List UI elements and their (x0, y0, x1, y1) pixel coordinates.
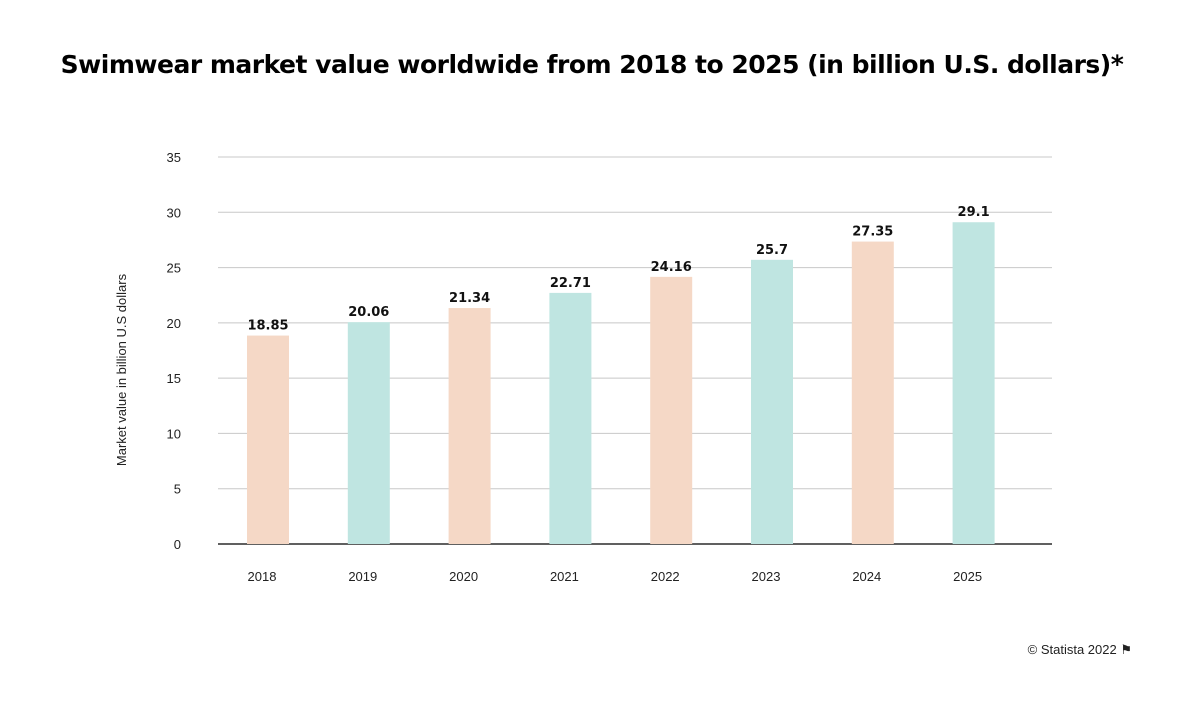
bar-2021 (549, 292, 592, 544)
chart-title: Swimwear market value worldwide from 201… (60, 50, 1124, 79)
grid (218, 156, 1052, 545)
bar-2023 (751, 259, 793, 544)
y-tick-label: 5 (174, 482, 181, 497)
x-tick-label: 2024 (852, 569, 881, 584)
data-label: 22.71 (550, 276, 591, 291)
bar-2025 (952, 222, 995, 545)
y-tick-label: 15 (167, 371, 181, 386)
y-tick-label: 30 (167, 205, 181, 220)
x-tick-label: 2023 (752, 569, 781, 584)
data-label: 24.16 (651, 260, 692, 275)
copyright-text: © Statista 2022 (1027, 642, 1117, 657)
footer: © Statista 2022 ⚑ (1028, 642, 1132, 658)
x-tick-label: 2018 (248, 569, 277, 584)
x-tick-label: 2019 (348, 569, 377, 584)
data-label: 25.7 (756, 243, 788, 258)
y-tick-label: 25 (167, 261, 181, 276)
y-tick-label: 35 (167, 150, 181, 165)
data-label: 27.35 (852, 225, 893, 240)
y-tick-label: 0 (174, 537, 181, 552)
data-label: 29.1 (958, 205, 990, 220)
y-tick-label: 20 (167, 316, 181, 331)
bar-2019 (347, 322, 390, 544)
x-tick-label: 2020 (449, 569, 478, 584)
data-label: 18.85 (247, 319, 288, 334)
y-tick-label: 10 (167, 426, 181, 441)
bar-2020 (448, 308, 491, 544)
x-tick-label: 2022 (651, 569, 680, 584)
bars (247, 222, 995, 545)
y-axis-label: Market value in billion U.S dollars (114, 273, 129, 466)
labels: 0510152025303518.85201820.06201921.34202… (167, 150, 990, 584)
bar-2022 (650, 276, 693, 544)
data-label: 21.34 (449, 291, 490, 306)
bar-2024 (851, 241, 894, 544)
data-label: 20.06 (348, 305, 389, 320)
x-tick-label: 2025 (953, 569, 982, 584)
bar-2018 (247, 335, 289, 544)
x-tick-label: 2021 (550, 569, 579, 584)
flag-icon[interactable]: ⚑ (1120, 642, 1132, 657)
